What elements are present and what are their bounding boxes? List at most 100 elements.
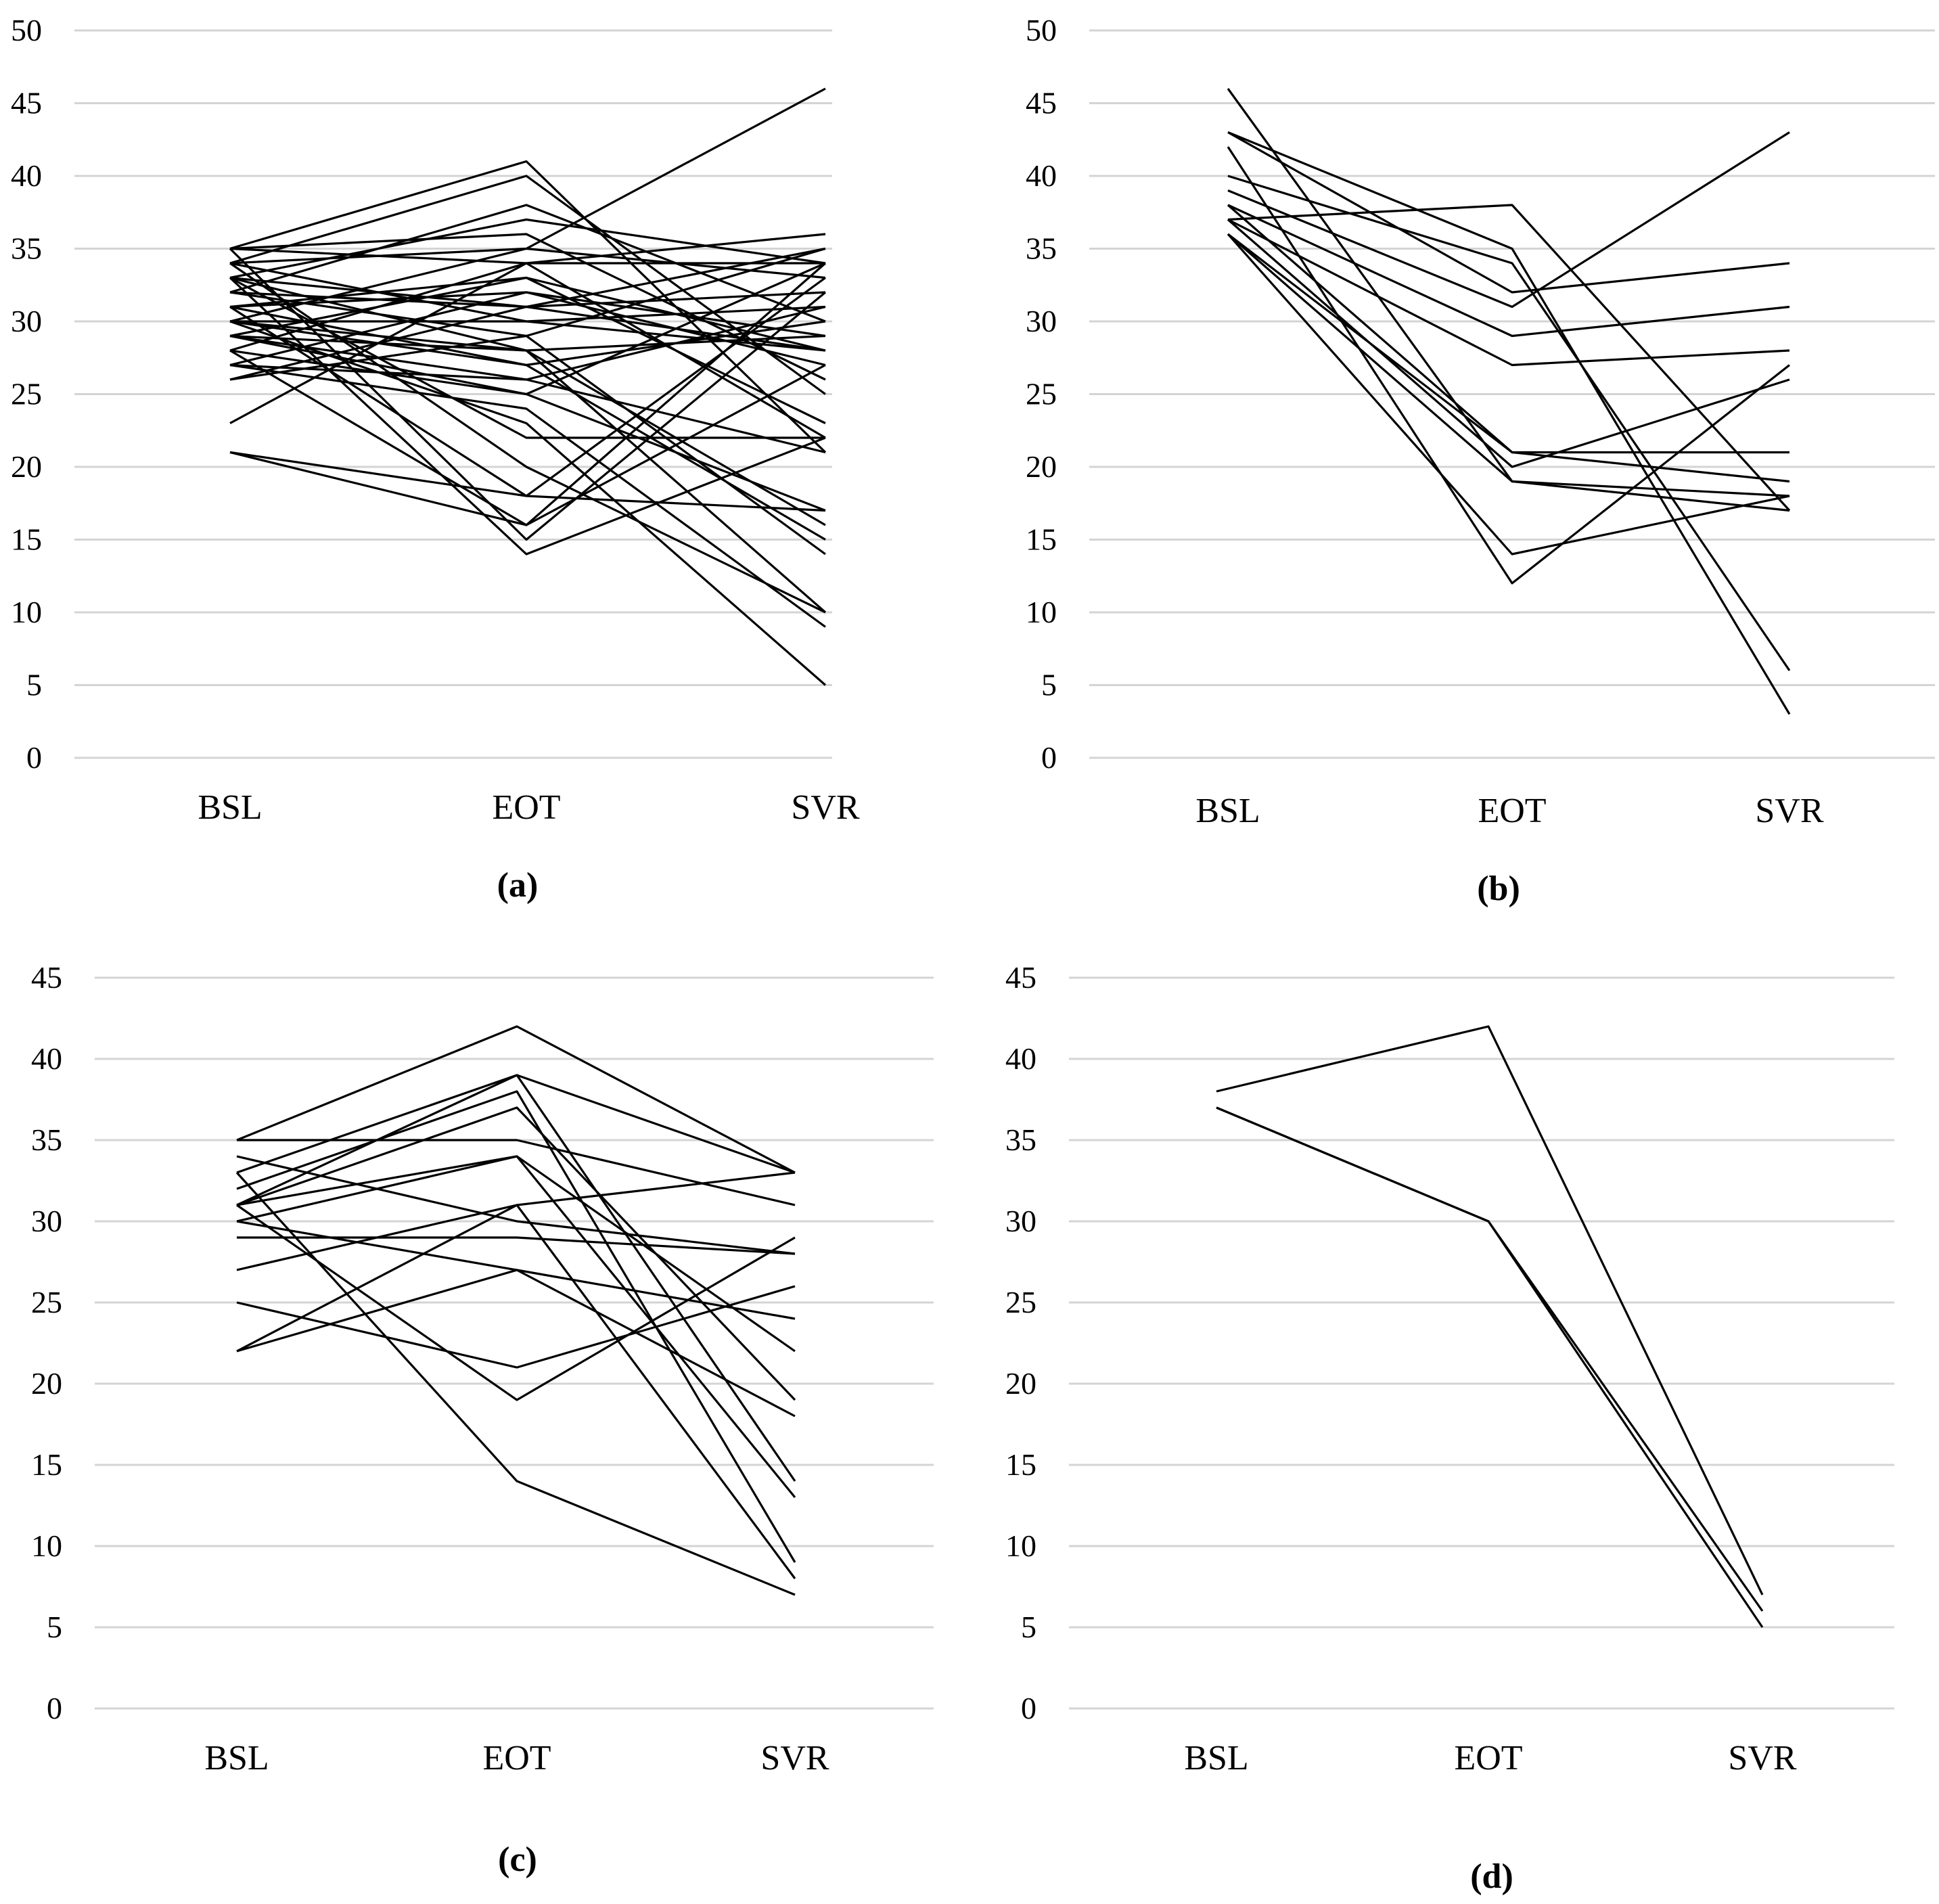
panel-b-x-tick-label: BSL xyxy=(1195,792,1260,830)
panel-b-series-line-3 xyxy=(1227,131,1790,294)
panel-b-y-tick-label: 15 xyxy=(1026,522,1057,557)
panel-b-y-tick-label: 40 xyxy=(1026,158,1057,193)
panel-b-y-tick-label: 50 xyxy=(1026,13,1057,47)
panel-d-y-tick-label: 25 xyxy=(1005,1285,1036,1319)
panel-a-y-tick-label: 40 xyxy=(11,158,42,193)
panel-c-series-line-6 xyxy=(236,1090,796,1563)
panel-c-series-line-1 xyxy=(236,1025,796,1174)
panel-a-y-tick-label: 25 xyxy=(11,377,42,411)
panel-b-y-tick-label: 35 xyxy=(1026,231,1057,266)
panel-c-y-tick-label: 45 xyxy=(31,960,62,995)
panel-d-y-tick-label: 45 xyxy=(1005,960,1036,995)
panel-a-y-tick-label: 35 xyxy=(11,231,42,266)
panel-c-series-line-10 xyxy=(236,1155,796,1353)
panel-b-series-line-11 xyxy=(1227,233,1790,556)
panel-a-series-line-33 xyxy=(229,247,826,381)
panel-c-x-tick-label: BSL xyxy=(204,1739,269,1777)
panel-b-x-tick-label: EOT xyxy=(1478,792,1546,830)
panel-a-y-tick-label: 45 xyxy=(11,86,42,120)
panel-c-caption: (c) xyxy=(498,1840,537,1879)
panel-d-y-tick-label: 30 xyxy=(1005,1204,1036,1238)
panel-c-y-tick-label: 40 xyxy=(31,1041,62,1076)
panel-c-x-axis: BSL EOT SVR xyxy=(204,1739,829,1777)
panel-d: 0 5 10 15 20 25 30 35 40 45 BSL EOT SVR (d) xyxy=(1005,960,1894,1896)
panel-a: 0 5 10 15 20 25 30 35 40 45 50 BSL EOT SVR (a) xyxy=(11,13,860,905)
panel-b-x-tick-label: SVR xyxy=(1755,792,1823,830)
panel-c-series-line-11 xyxy=(236,1204,796,1401)
panel-a-y-tick-label: 30 xyxy=(11,304,42,338)
panel-c-y-tick-label: 20 xyxy=(31,1366,62,1401)
panel-b-series-line-2 xyxy=(1227,131,1791,715)
panel-a-caption: (a) xyxy=(497,866,539,905)
panel-d-y-tick-label: 20 xyxy=(1005,1366,1036,1401)
panel-d-y-tick-label: 35 xyxy=(1005,1123,1036,1157)
panel-c-y-axis: 0 5 10 15 20 25 30 35 40 45 xyxy=(31,960,62,1725)
panel-c-y-tick-label: 5 xyxy=(47,1610,62,1644)
panel-d-caption: (d) xyxy=(1470,1857,1513,1896)
panel-d-x-tick-label: BSL xyxy=(1184,1739,1248,1777)
panel-c-series-line-17 xyxy=(236,1220,796,1418)
panel-b-series-line-12 xyxy=(1227,219,1790,468)
panel-d-x-axis: BSL EOT SVR xyxy=(1184,1739,1797,1777)
panel-c-y-tick-label: 35 xyxy=(31,1123,62,1157)
panel-b-series xyxy=(1227,88,1791,715)
panel-b-y-tick-label: 20 xyxy=(1026,449,1057,484)
panel-b-series-line-14 xyxy=(1227,233,1790,512)
panel-c-y-tick-label: 15 xyxy=(31,1447,62,1482)
panel-a-y-tick-label: 5 xyxy=(26,668,42,702)
panel-c-series-line-3 xyxy=(236,1155,796,1255)
panel-b-y-tick-label: 0 xyxy=(1041,740,1057,775)
panel-b-x-axis: BSL EOT SVR xyxy=(1195,792,1824,830)
panel-c-x-tick-label: EOT xyxy=(482,1739,551,1777)
panel-b-series-line-9 xyxy=(1227,219,1790,367)
panel-c-x-tick-label: SVR xyxy=(760,1739,829,1777)
panel-d-y-tick-label: 40 xyxy=(1005,1041,1036,1076)
panel-b-series-line-6 xyxy=(1227,131,1790,309)
panel-d-series-line-1 xyxy=(1216,1025,1764,1595)
panel-b-y-tick-label: 30 xyxy=(1026,304,1057,338)
panel-a-series-line-24 xyxy=(229,363,826,628)
panel-a-x-tick-label: SVR xyxy=(791,788,859,827)
panel-a-series-line-40 xyxy=(229,320,826,352)
panel-a-x-tick-label: BSL xyxy=(198,788,262,827)
panel-a-y-tick-label: 15 xyxy=(11,522,42,557)
panel-d-x-tick-label: EOT xyxy=(1454,1739,1522,1777)
panel-c-series-line-5 xyxy=(235,1171,796,1596)
panel-a-series xyxy=(229,87,827,686)
panel-a-series-line-38 xyxy=(229,276,826,424)
panel-d-y-tick-label: 0 xyxy=(1021,1691,1036,1725)
panel-a-x-tick-label: EOT xyxy=(492,788,560,827)
panel-d-series-line-3 xyxy=(1216,1106,1764,1612)
panel-d-y-axis: 0 5 10 15 20 25 30 35 40 45 xyxy=(1005,960,1036,1725)
panel-a-series-line-3 xyxy=(229,160,827,453)
panel-d-y-tick-label: 15 xyxy=(1005,1447,1036,1482)
panel-c-y-tick-label: 10 xyxy=(31,1528,62,1563)
panel-a-y-tick-label: 20 xyxy=(11,449,42,484)
panel-a-y-tick-label: 0 xyxy=(26,740,42,775)
panel-a-x-axis: BSL EOT SVR xyxy=(198,788,860,827)
panel-a-y-tick-label: 50 xyxy=(11,13,42,47)
panel-b-y-tick-label: 45 xyxy=(1026,86,1057,120)
panel-a-series-line-31 xyxy=(229,262,826,396)
panel-c-series-line-7 xyxy=(236,1074,796,1206)
panel-c-y-tick-label: 0 xyxy=(47,1691,62,1725)
panel-b-y-tick-label: 10 xyxy=(1026,595,1057,629)
panel-c-y-tick-label: 30 xyxy=(31,1204,62,1238)
panel-b-caption: (b) xyxy=(1477,869,1520,908)
panel-b-series-line-5 xyxy=(1227,175,1791,671)
panel-b-series-line-4 xyxy=(1227,146,1790,585)
panel-b-series-line-7 xyxy=(1227,204,1790,338)
panel-a-series-line-36 xyxy=(229,305,826,381)
panel-a-series-line-8 xyxy=(229,204,826,323)
panel-c-y-tick-label: 25 xyxy=(31,1285,62,1319)
panel-b-y-tick-label: 5 xyxy=(1041,668,1057,702)
panel-b: 0 5 10 15 20 25 30 35 40 45 50 BSL EOT SVR (b) xyxy=(1026,13,1935,908)
panel-d-gridlines xyxy=(1069,976,1894,1710)
panel-d-y-tick-label: 10 xyxy=(1005,1528,1036,1563)
panel-c: 0 5 10 15 20 25 30 35 40 45 BSL EOT SVR (c) xyxy=(31,960,934,1879)
panel-a-series-line-35 xyxy=(229,247,825,265)
panel-d-series xyxy=(1216,1025,1764,1628)
panel-d-y-tick-label: 5 xyxy=(1021,1610,1036,1644)
